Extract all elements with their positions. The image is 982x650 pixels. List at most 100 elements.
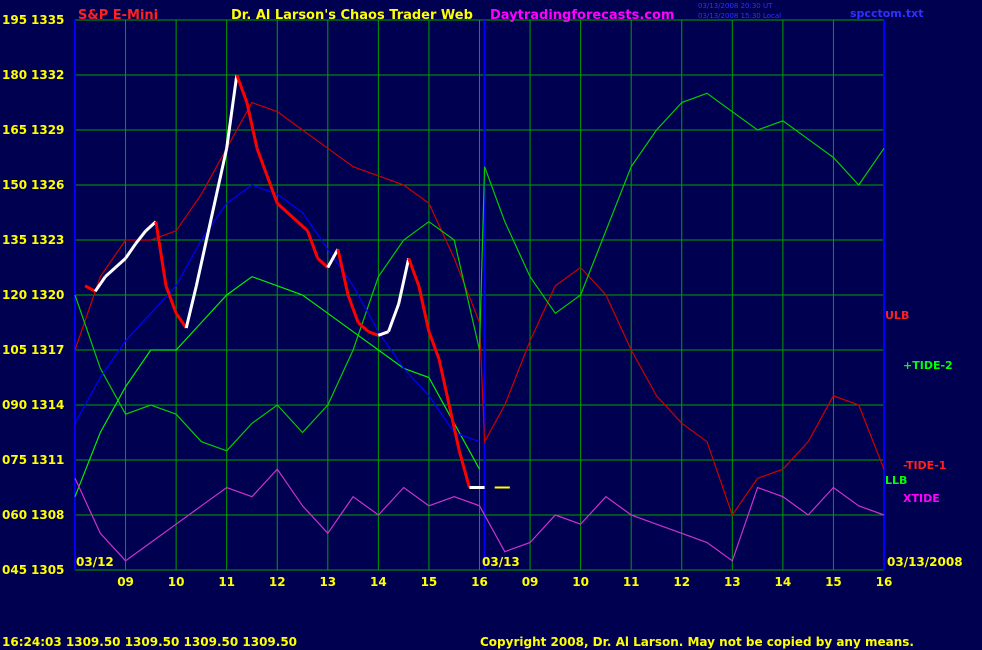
y-label-right: 1326 [31,178,64,192]
price-segment [377,330,389,337]
x-tick-label: 14 [775,575,792,589]
y-label-right: 1332 [31,68,64,82]
x-tick-label: 16 [876,575,893,589]
site-label: Daytradingforecasts.com [490,8,674,23]
series-line-xtide [74,468,885,562]
price-segment [427,331,441,360]
x-tick-label: 11 [218,575,235,589]
price-segment [397,258,411,305]
price-segment [124,242,137,260]
x-tick-label: 15 [825,575,842,589]
y-label-left: 060 [2,508,27,522]
x-tick-label: 10 [572,575,589,589]
price-segment [134,229,147,245]
price-segment [144,220,157,232]
x-tick-label: 15 [421,575,438,589]
axes-layer: 195 1335 180 1332 165 1329 150 1326 135 1323 120 13… [2,13,892,589]
price-segment [154,221,168,287]
x-tick-label: 09 [117,575,134,589]
price-segment [367,330,379,337]
price-segment [357,321,370,333]
x-tick-label: 11 [623,575,640,589]
file-label: spcctom.txt [850,7,924,20]
copyright: Copyright 2008, Dr. Al Larson. May not b… [480,635,914,649]
y-label-right: 1305 [31,563,64,577]
price-segment [437,358,451,406]
price-segment [265,175,279,204]
series-line-llb [74,276,481,497]
chart-title: Dr. Al Larson's Chaos Trader Web [231,8,473,23]
y-label-right: 1311 [31,453,64,467]
stamp-line2: 03/13/2008 15:30 Local [698,12,781,20]
price-segment [215,148,229,195]
price-segment [164,285,178,314]
y-label-right: 1335 [31,13,64,27]
price-segment [235,74,249,104]
date-end: 03/13/2008 [887,555,963,569]
label-llb: LLB [885,474,907,487]
series-line-ulb [74,101,885,517]
x-tick-label: 09 [522,575,539,589]
series-line-blue [74,184,480,443]
price-segment [316,257,329,269]
price-segment [457,450,471,488]
y-label-left: 090 [2,398,27,412]
x-tick-label: 10 [168,575,185,589]
y-label-left: 075 [2,453,27,467]
price-segment [184,285,198,329]
price-segment [194,239,208,287]
price-segment [104,266,117,278]
price-segment [84,284,96,293]
price-segment [296,220,309,232]
series-layer [74,74,885,562]
price-segment [174,312,188,329]
y-label-left: 120 [2,288,27,302]
x-tick-label: 14 [370,575,387,589]
y-label-right: 1329 [31,123,64,137]
price-segment [407,257,421,287]
price-segment [255,147,269,177]
date-start: 03/12 [76,555,114,569]
y-label-left: 195 [2,13,27,27]
x-tick-label: 13 [319,575,336,589]
y-label-right: 1314 [31,398,64,412]
price-segment [204,193,219,241]
price-segment [286,211,299,223]
price-segment [326,248,340,269]
price-segment [417,285,431,332]
y-label-right: 1320 [31,288,64,302]
instrument-label: S&P E-Mini [78,8,158,23]
price-segment [276,202,289,214]
series-line--tide-2 [74,92,885,452]
price-segment [306,230,320,259]
x-tick-label: 12 [673,575,690,589]
x-tick-label: 13 [724,575,741,589]
price-segment [387,303,401,333]
stamp-line1: 03/13/2008 20:30 UT [698,2,773,10]
label-tide2: +TIDE-2 [903,359,953,372]
y-label-left: 165 [2,123,27,137]
y-label-left: 150 [2,178,27,192]
price-segment [225,74,239,149]
y-label-right: 1317 [31,343,64,357]
y-label-left: 135 [2,233,27,247]
y-label-left: 105 [2,343,27,357]
y-label-right: 1323 [31,233,64,247]
price-segment [336,248,350,296]
x-tick-label: 16 [471,575,488,589]
date-mid: 03/13 [482,555,520,569]
x-tick-label: 12 [269,575,286,589]
label-ulb: ULB [885,309,909,322]
price-segment [114,257,127,269]
label-xtide: XTIDE [903,492,940,505]
price-segment [245,102,259,149]
y-label-left: 180 [2,68,27,82]
price-segment [93,275,107,293]
label-tide1: -TIDE-1 [903,459,946,472]
price-segment [346,294,360,324]
y-label-left: 045 [2,563,27,577]
price-segment [447,404,461,452]
quote-line: 16:24:03 1309.50 1309.50 1309.50 1309.50 [2,635,297,649]
